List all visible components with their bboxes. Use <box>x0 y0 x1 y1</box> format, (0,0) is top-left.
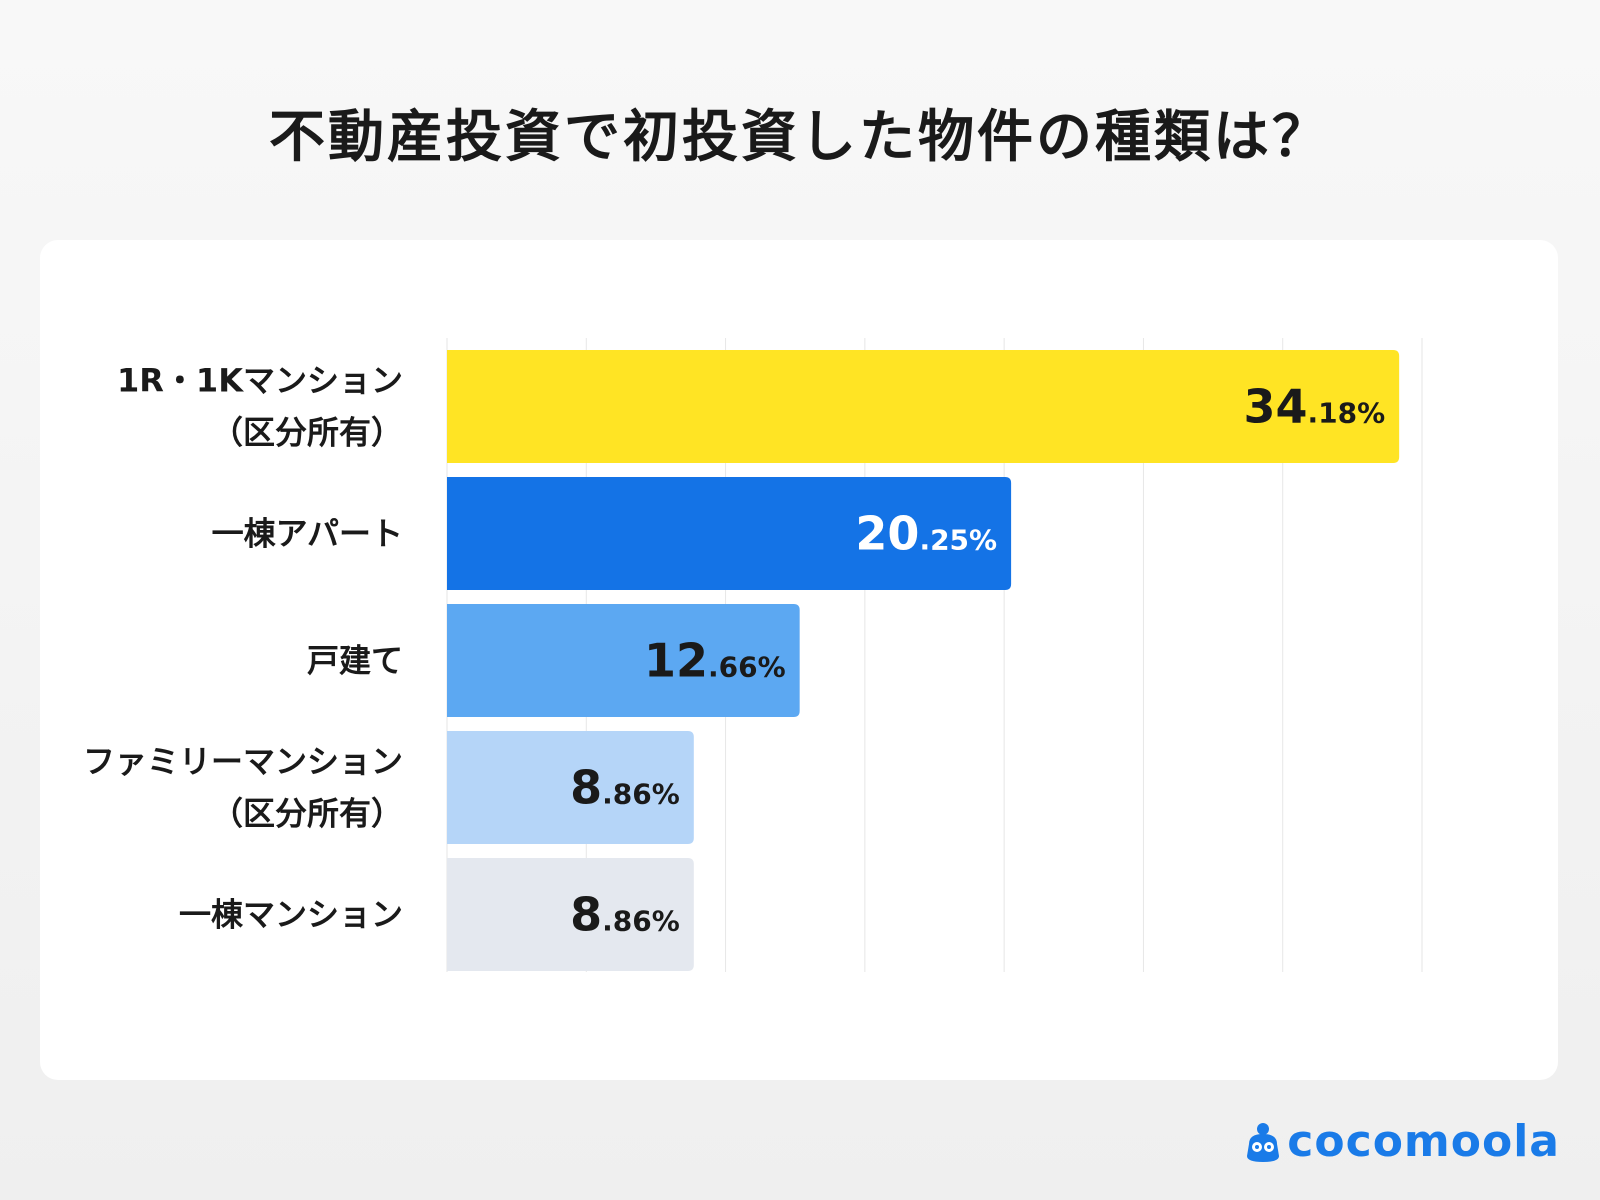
category-label: 一棟アパート <box>212 515 403 553</box>
bar <box>447 604 800 717</box>
category-label: 戸建て <box>307 642 403 680</box>
bar <box>447 858 694 971</box>
bar <box>447 477 1012 590</box>
logo-text: cocomoola <box>1287 1116 1560 1167</box>
chart-title: 不動産投資で初投資した物件の種類は？ <box>269 105 1331 170</box>
bar-value-label: 20.25% <box>855 507 997 561</box>
bar-chart: 34.18% 1R・1Kマンション （区分所有） 20.25% 一棟アパート 12.66%… <box>83 338 1423 972</box>
bar <box>447 731 694 844</box>
category-label: （区分所有） <box>211 414 403 452</box>
bar-value-label: 34.18% <box>1243 380 1385 434</box>
bar <box>447 350 1400 463</box>
category-label: ファミリーマンション <box>83 743 403 781</box>
category-label: （区分所有） <box>211 795 403 833</box>
mascot-icon <box>1247 1122 1280 1162</box>
chart-card: 34.18% 1R・1Kマンション （区分所有） 20.25% 一棟アパート 12.66%… <box>40 240 1558 1080</box>
category-label: 1R・1Kマンション <box>117 362 403 400</box>
logo: cocomoola <box>1243 1116 1560 1167</box>
category-label: 一棟マンション <box>179 896 403 934</box>
bar-value-label: 8.86% <box>570 888 680 942</box>
bar-value-label: 8.86% <box>570 761 680 815</box>
bar-value-label: 12.66% <box>644 634 786 688</box>
